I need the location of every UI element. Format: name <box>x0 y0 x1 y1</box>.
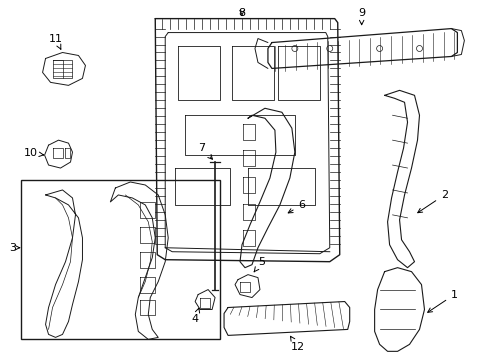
Text: 8: 8 <box>238 8 245 18</box>
Bar <box>20 180 220 339</box>
Text: 6: 6 <box>287 200 305 213</box>
Text: 10: 10 <box>23 148 43 158</box>
Text: 9: 9 <box>357 8 365 25</box>
Text: 4: 4 <box>191 308 199 324</box>
Text: 5: 5 <box>254 257 265 272</box>
Text: 12: 12 <box>290 336 305 352</box>
Text: 11: 11 <box>48 33 62 49</box>
Text: 7: 7 <box>198 143 212 159</box>
Text: 3: 3 <box>9 243 20 253</box>
Text: 1: 1 <box>427 289 457 312</box>
Text: 2: 2 <box>417 190 447 213</box>
